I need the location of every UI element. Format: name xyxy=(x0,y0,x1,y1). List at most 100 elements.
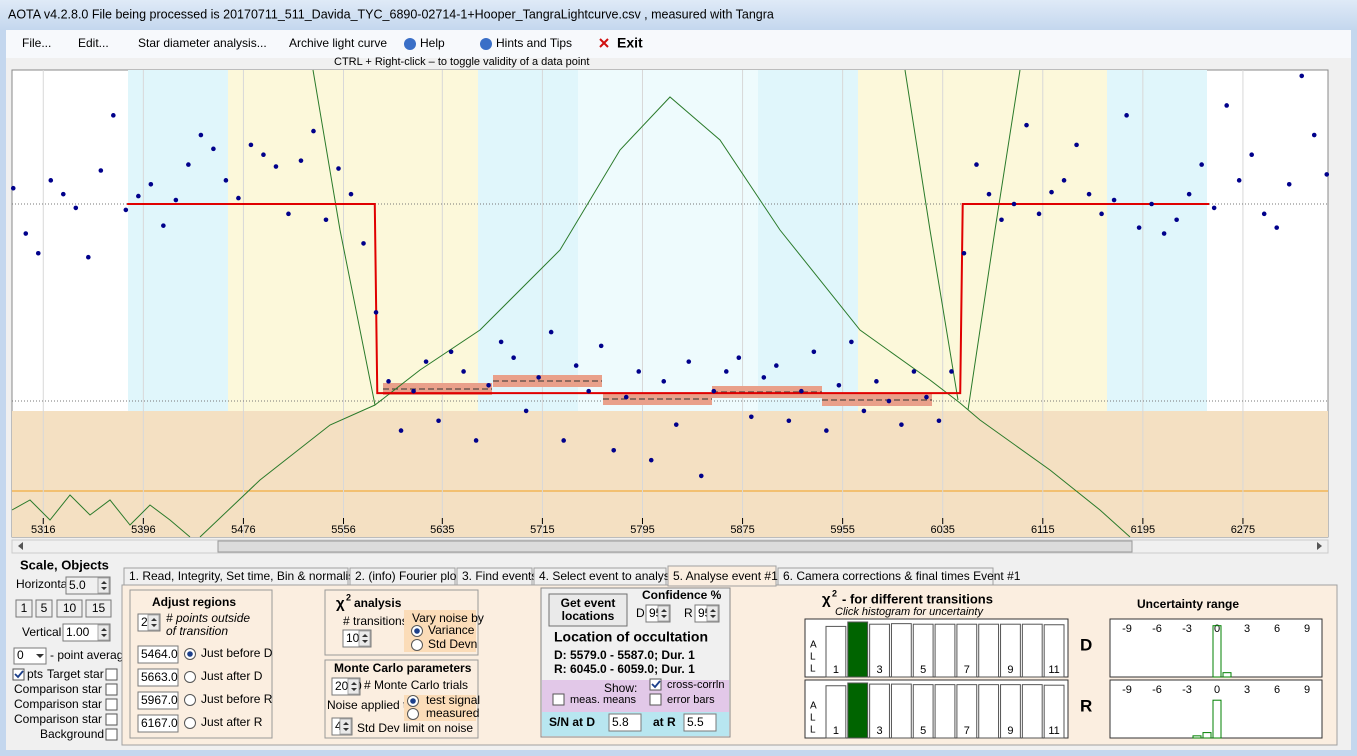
data-point[interactable] xyxy=(648,457,654,463)
data-point[interactable] xyxy=(211,146,216,152)
data-point[interactable] xyxy=(749,414,754,420)
data-point[interactable] xyxy=(598,343,604,349)
data-point[interactable] xyxy=(1011,201,1017,207)
data-point[interactable] xyxy=(761,375,767,380)
data-point[interactable] xyxy=(386,379,391,384)
data-point[interactable] xyxy=(35,250,41,256)
data-point[interactable] xyxy=(861,408,867,414)
data-point[interactable] xyxy=(198,132,204,138)
vary-radio[interactable] xyxy=(411,639,423,651)
data-point[interactable] xyxy=(1299,73,1305,79)
confidence-d-spinner[interactable] xyxy=(657,605,670,622)
data-point[interactable] xyxy=(536,375,541,380)
data-point[interactable] xyxy=(161,223,166,228)
data-point[interactable] xyxy=(398,428,404,433)
data-point[interactable] xyxy=(411,388,416,394)
data-point[interactable] xyxy=(661,379,667,384)
data-point[interactable] xyxy=(1074,142,1079,148)
region-value-input[interactable] xyxy=(137,668,179,687)
horizontal-scale-spinner[interactable] xyxy=(97,577,110,594)
data-point[interactable] xyxy=(323,217,329,223)
data-point[interactable] xyxy=(1186,191,1192,197)
pts-checkbox[interactable] xyxy=(12,668,25,681)
tab[interactable] xyxy=(667,565,777,587)
data-point[interactable] xyxy=(1111,197,1117,203)
data-point[interactable] xyxy=(273,164,279,169)
option-checkbox[interactable] xyxy=(649,693,662,706)
data-point[interactable] xyxy=(336,166,341,171)
data-point[interactable] xyxy=(223,178,229,183)
data-point[interactable] xyxy=(949,369,954,374)
data-point[interactable] xyxy=(811,349,817,355)
data-point[interactable] xyxy=(1236,178,1242,183)
region-value-input[interactable] xyxy=(137,645,179,664)
data-point[interactable] xyxy=(173,197,179,203)
data-point[interactable] xyxy=(673,422,679,427)
data-point[interactable] xyxy=(1324,172,1330,177)
data-point[interactable] xyxy=(498,339,504,345)
menu-item[interactable]: Edit... xyxy=(78,36,109,50)
option-checkbox[interactable] xyxy=(552,693,565,706)
data-point[interactable] xyxy=(523,408,529,414)
step-button[interactable] xyxy=(35,599,53,618)
data-point[interactable] xyxy=(511,355,516,360)
data-point[interactable] xyxy=(10,185,16,191)
data-point[interactable] xyxy=(686,359,692,364)
menu-item[interactable]: Help xyxy=(420,36,445,50)
data-point[interactable] xyxy=(348,191,354,197)
data-point[interactable] xyxy=(1261,211,1267,217)
region-value-input[interactable] xyxy=(137,714,179,733)
data-point[interactable] xyxy=(1311,132,1317,138)
data-point[interactable] xyxy=(1024,122,1029,128)
tab[interactable] xyxy=(123,567,349,586)
data-point[interactable] xyxy=(723,369,729,374)
data-point[interactable] xyxy=(123,207,129,213)
data-point[interactable] xyxy=(786,418,792,424)
std-limit-spinner[interactable] xyxy=(339,718,352,735)
data-point[interactable] xyxy=(561,438,566,443)
data-point[interactable] xyxy=(1224,103,1229,108)
data-point[interactable] xyxy=(999,217,1004,223)
data-point[interactable] xyxy=(486,382,491,388)
data-point[interactable] xyxy=(1249,152,1254,158)
data-point[interactable] xyxy=(248,142,254,148)
data-point[interactable] xyxy=(1161,231,1167,236)
object-checkbox[interactable] xyxy=(105,713,118,726)
data-point[interactable] xyxy=(824,428,829,433)
tab[interactable] xyxy=(456,567,533,586)
data-point[interactable] xyxy=(448,349,454,355)
points-outside-spinner[interactable] xyxy=(147,614,160,631)
vertical-scale-spinner[interactable] xyxy=(97,624,110,641)
menu-item[interactable]: Archive light curve xyxy=(289,36,387,50)
data-point[interactable] xyxy=(886,398,892,404)
tab[interactable] xyxy=(349,567,456,586)
object-checkbox[interactable] xyxy=(105,698,118,711)
region-radio[interactable] xyxy=(184,671,196,683)
data-point[interactable] xyxy=(611,447,617,453)
data-point[interactable] xyxy=(298,158,304,163)
data-point[interactable] xyxy=(286,211,291,217)
object-checkbox[interactable] xyxy=(105,728,118,741)
data-point[interactable] xyxy=(924,394,929,400)
data-point[interactable] xyxy=(548,329,554,335)
average-dropdown[interactable] xyxy=(13,647,47,665)
sn-d-input[interactable] xyxy=(608,713,642,732)
data-point[interactable] xyxy=(711,388,717,394)
step-button[interactable] xyxy=(85,599,112,618)
data-point[interactable] xyxy=(1124,113,1129,118)
data-point[interactable] xyxy=(461,369,466,374)
data-point[interactable] xyxy=(1199,162,1204,167)
data-point[interactable] xyxy=(423,359,429,364)
data-point[interactable] xyxy=(148,181,154,187)
data-point[interactable] xyxy=(111,113,116,118)
data-point[interactable] xyxy=(636,369,642,374)
object-checkbox[interactable] xyxy=(105,668,118,681)
data-point[interactable] xyxy=(236,195,241,201)
data-point[interactable] xyxy=(48,178,54,183)
menu-item[interactable]: Hints and Tips xyxy=(496,36,572,50)
data-point[interactable] xyxy=(1149,201,1154,207)
data-point[interactable] xyxy=(1211,205,1217,211)
data-point[interactable] xyxy=(698,473,704,479)
data-point[interactable] xyxy=(186,162,191,167)
data-point[interactable] xyxy=(436,418,441,424)
